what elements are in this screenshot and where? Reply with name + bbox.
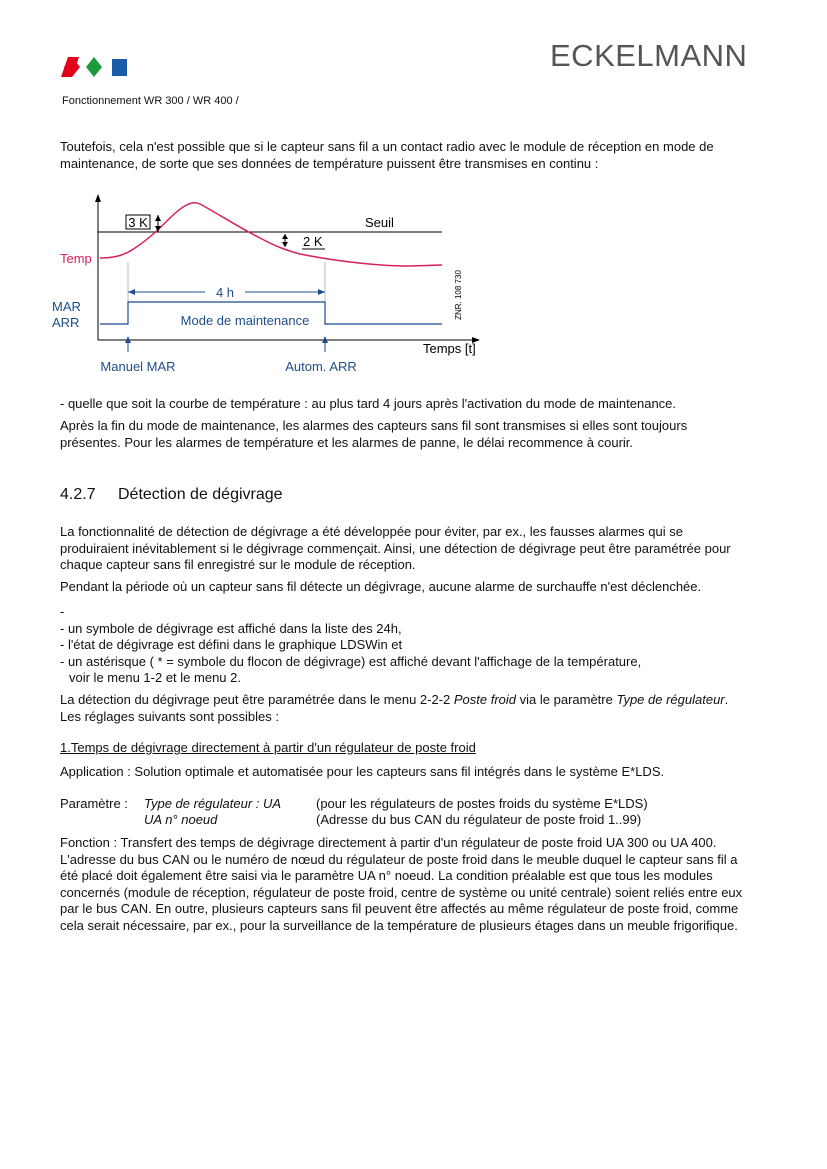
list-item: - un astérisque ( * = symbole du flocon …	[60, 653, 642, 669]
text: La détection du dégivrage peut être para…	[60, 692, 454, 707]
list-item: voir le menu 1-2 et le menu 2.	[69, 670, 241, 685]
section-number: 4.2.7	[60, 486, 96, 503]
text: via le paramètre	[516, 692, 617, 707]
text: . Les réglages suivants sont possibles :	[60, 692, 729, 724]
label: ZNR. 108 730	[454, 270, 463, 320]
diagram: 3 K Seuil 2 K Temp 4 h MAR ARR Mode de m…	[52, 194, 480, 374]
label: Temp	[60, 251, 92, 266]
label: ARR	[52, 315, 79, 330]
param-label: Paramètre :	[60, 796, 128, 811]
list: - - un symbole de dégivrage est affiché …	[60, 604, 745, 687]
section-title: Détection de dégivrage	[118, 486, 283, 503]
list-item: - un symbole de dégivrage est affiché da…	[60, 620, 402, 636]
paragraph: La détection du dégivrage peut être para…	[60, 692, 745, 725]
label: Temps [t]	[423, 341, 476, 356]
text: Poste froid	[453, 692, 517, 707]
label: Manuel MAR	[100, 359, 175, 374]
param-desc: (pour les régulateurs de postes froids d…	[316, 796, 648, 811]
label: MAR	[52, 299, 81, 314]
param-desc: (Adresse du bus CAN du régulateur de pos…	[316, 812, 642, 827]
label: Mode de maintenance	[181, 313, 310, 328]
text: Type de régulateur	[616, 692, 725, 707]
list-item: -	[60, 604, 65, 619]
paragraph: La fonctionnalité de détection de dégivr…	[60, 524, 731, 572]
paragraph: Toutefois, cela n'est possible que si le…	[60, 139, 714, 171]
list-item: - l'état de dégivrage est défini dans le…	[60, 637, 403, 652]
label: Seuil	[365, 215, 394, 230]
logo	[61, 57, 127, 77]
header-subtitle: Fonctionnement WR 300 / WR 400 /	[62, 95, 239, 107]
paragraph: - quelle que soit la courbe de températu…	[60, 396, 677, 411]
label: 2 K	[303, 234, 323, 249]
param-name: Type de régulateur : UA	[144, 796, 282, 811]
paragraph: Après la fin du mode de maintenance, les…	[60, 418, 688, 450]
label: 4 h	[216, 285, 234, 300]
paragraph: Application : Solution optimale et autom…	[60, 764, 665, 779]
brand: ECKELMANN	[550, 38, 748, 73]
param-name: UA n° noeud	[144, 812, 218, 827]
label: 3 K	[128, 215, 148, 230]
subheading: 1.Temps de dégivrage directement à parti…	[60, 740, 476, 755]
paragraph: Fonction : Transfert des temps de dégivr…	[60, 835, 743, 933]
paragraph: Pendant la période où un capteur sans fi…	[60, 579, 702, 594]
label: Autom. ARR	[285, 359, 357, 374]
